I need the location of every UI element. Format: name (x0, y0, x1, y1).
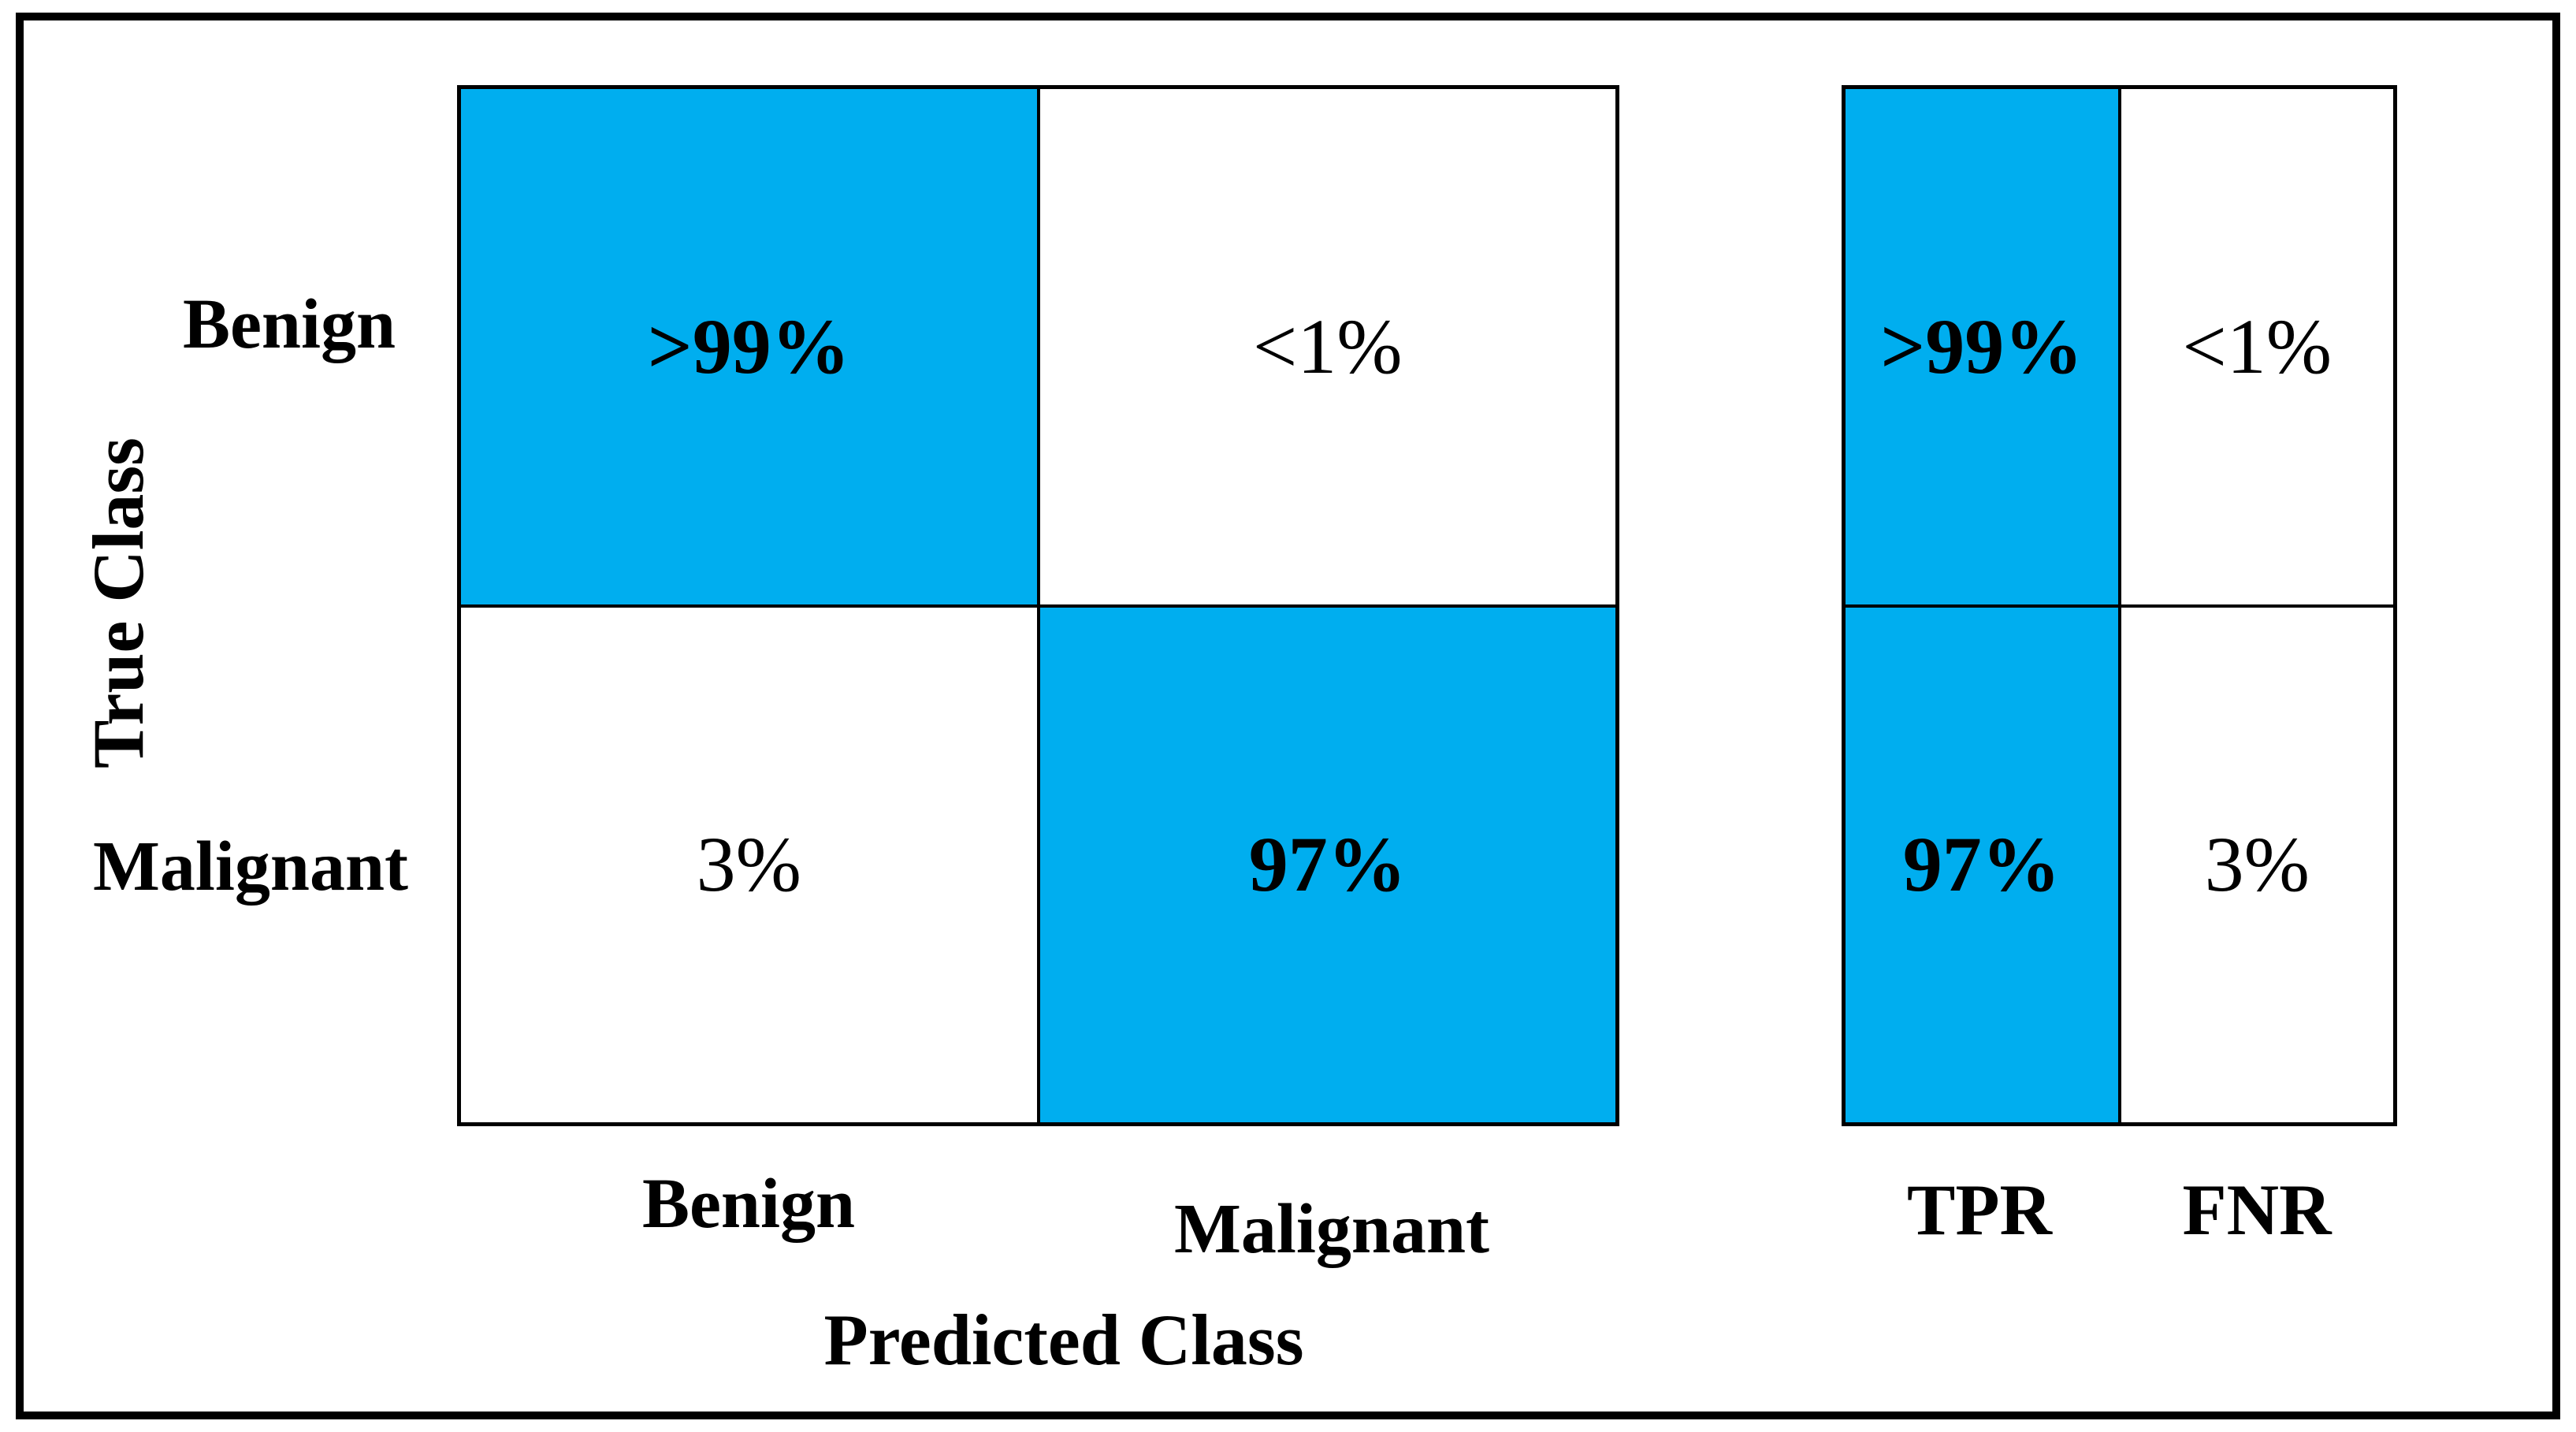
confusion-matrix: >99% <1% 3% 97% (457, 85, 1619, 1126)
summary-col-label-tpr: TPR (1907, 1170, 2052, 1250)
matrix-cell-malignant-malignant: 97% (1038, 605, 1617, 1124)
summary-panel: >99% <1% 97% 3% (1842, 85, 2397, 1126)
col-label-malignant: Malignant (1173, 1190, 1490, 1268)
col-label-benign: Benign (641, 1165, 856, 1243)
summary-cell-benign-fnr: <1% (2119, 87, 2395, 606)
row-label-malignant: Malignant (92, 828, 409, 906)
row-label-benign: Benign (182, 285, 396, 363)
summary-cell-benign-tpr: >99% (1844, 87, 2120, 606)
summary-cell-malignant-fnr: 3% (2119, 605, 2395, 1124)
matrix-cell-malignant-benign: 3% (459, 605, 1039, 1124)
matrix-cell-benign-benign: >99% (459, 87, 1039, 606)
matrix-cell-benign-malignant: <1% (1038, 87, 1617, 606)
y-axis-title: True Class (78, 437, 158, 768)
summary-col-label-fnr: FNR (2182, 1170, 2332, 1250)
x-axis-title: Predicted Class (823, 1300, 1304, 1380)
summary-cell-malignant-tpr: 97% (1844, 605, 2120, 1124)
